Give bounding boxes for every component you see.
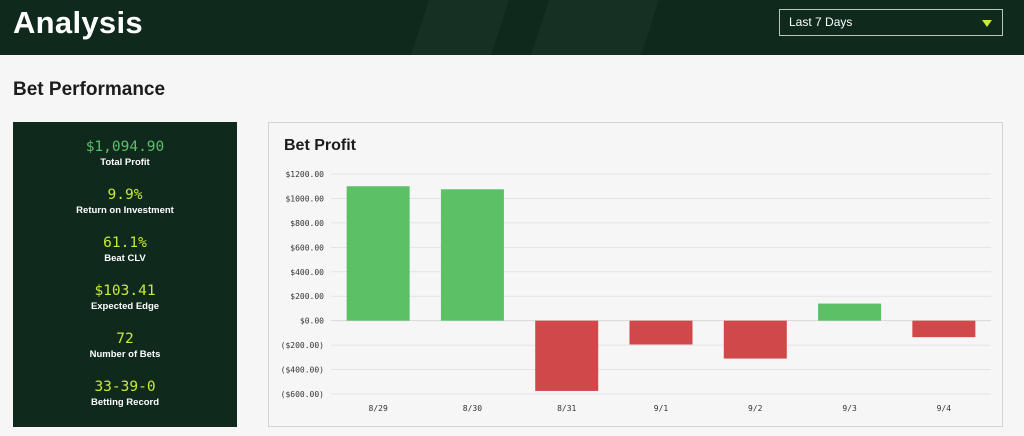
stats-panel: $1,094.90 Total Profit 9.9% Return on In… [13,122,237,427]
x-tick-label: 8/31 [557,404,576,413]
stat-value: 33-39-0 [94,379,156,395]
stat-label: Betting Record [90,397,160,408]
bet-profit-card: Bet Profit $1200.00 $1000.00 $800.00 $600.0… [268,122,1003,427]
stat-value: 61.1% [103,235,147,251]
y-tick-label: ($200.00) [281,341,324,350]
stat-label: Expected Edge [90,301,160,312]
page-title: Analysis [13,5,143,40]
bar [818,303,882,321]
section-title: Bet Performance [13,79,166,100]
chevron-down-icon [982,20,992,27]
date-range-select[interactable]: Last 7 Days [779,9,1003,36]
stat-label: Total Profit [100,157,150,168]
stat-label: Number of Bets [89,349,161,360]
x-tick-label: 9/2 [748,404,763,413]
stat-label: Beat CLV [104,253,146,264]
y-tick-label: $1200.00 [285,170,324,179]
y-tick-label: ($400.00) [281,366,324,375]
stat-expected-edge: $103.41 Expected Edge [13,282,237,313]
top-bar: Analysis Last 7 Days [0,0,1024,55]
y-tick-label: $1000.00 [285,194,324,203]
bar [912,320,976,338]
y-tick-label: $400.00 [290,268,324,277]
x-tick-label: 9/1 [654,404,669,413]
stat-value: 72 [116,331,134,347]
y-tick-label: $600.00 [290,243,324,252]
y-tick-label: ($600.00) [281,390,324,399]
chart-title: Bet Profit [284,137,356,154]
x-tick-label: 9/3 [842,404,857,413]
y-tick-label: $0.00 [300,317,324,326]
y-tick-label: $800.00 [290,219,324,228]
stat-number-of-bets: 72 Number of Bets [13,330,237,361]
x-tick-label: 8/30 [463,404,482,413]
stat-value: $1,094.90 [85,139,165,155]
x-tick-label: 9/4 [937,404,952,413]
stat-beat-clv: 61.1% Beat CLV [13,234,237,265]
bar [535,320,599,391]
stat-label: Return on Investment [76,205,174,216]
stat-betting-record: 33-39-0 Betting Record [13,378,237,409]
stat-value: 9.9% [107,187,143,203]
bar [346,186,410,321]
x-tick-label: 8/29 [369,404,388,413]
bar [440,189,504,321]
stat-total-profit: $1,094.90 Total Profit [13,138,237,169]
stat-value: $103.41 [94,283,156,299]
bet-profit-chart: $1200.00 $1000.00 $800.00 $600.00 $400.00 $20… [281,170,991,413]
stat-roi: 9.9% Return on Investment [13,186,237,217]
bar [723,320,787,359]
bar [629,320,693,345]
y-tick-label: $200.00 [290,292,324,301]
date-range-value: Last 7 Days [789,15,853,29]
